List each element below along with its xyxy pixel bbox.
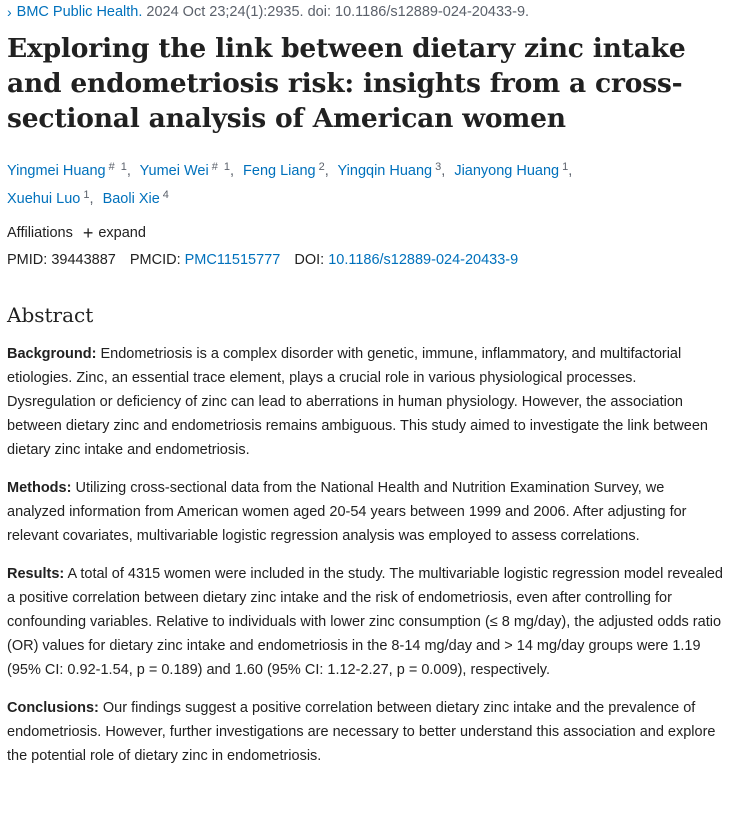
author-link[interactable]: Yumei Wei	[139, 163, 209, 179]
article-page: › BMC Public Health. 2024 Oct 23;24(1):2…	[0, 2, 729, 768]
expand-label: expand	[98, 225, 146, 241]
doi-label: DOI:	[294, 252, 325, 268]
section-label: Methods:	[7, 480, 72, 496]
affiliation-number[interactable]: 1	[562, 161, 569, 173]
affiliation-number[interactable]: 4	[162, 189, 169, 201]
author-separator: ,	[568, 163, 573, 179]
plus-icon: +	[82, 223, 94, 243]
doi: DOI: 10.1186/s12889-024-20433-9	[294, 252, 518, 268]
author-separator: ,	[126, 163, 131, 179]
author-link[interactable]: Feng Liang	[243, 163, 316, 179]
section-text: A total of 4315 women were included in t…	[7, 566, 723, 678]
author-link[interactable]: Xuehui Luo	[7, 191, 81, 207]
author-item: Feng Liang 2	[243, 161, 325, 179]
section-text: Utilizing cross-sectional data from the …	[7, 480, 687, 544]
affiliation-number[interactable]: 1	[120, 161, 127, 173]
author-item: Yingqin Huang 3	[337, 161, 442, 179]
author-separator: ,	[324, 163, 329, 179]
doi-link[interactable]: 10.1186/s12889-024-20433-9	[328, 252, 519, 268]
affiliations-label: Affiliations	[7, 225, 73, 241]
author-item: Baoli Xie 4	[102, 189, 169, 207]
section-text: Our findings suggest a positive correlat…	[7, 700, 716, 764]
equal-contrib-marker[interactable]: #	[108, 161, 115, 173]
author-link[interactable]: Yingmei Huang	[7, 163, 106, 179]
abstract-results: Results: A total of 4315 women were incl…	[7, 562, 725, 682]
citation: › BMC Public Health. 2024 Oct 23;24(1):2…	[7, 2, 729, 22]
affiliation-number[interactable]: 1	[83, 189, 90, 201]
abstract-methods: Methods: Utilizing cross-sectional data …	[7, 476, 725, 548]
section-text: Endometriosis is a complex disorder with…	[7, 346, 708, 458]
affiliation-number[interactable]: 1	[223, 161, 230, 173]
affiliation-number[interactable]: 3	[435, 161, 442, 173]
pmid-value: 39443887	[51, 252, 116, 268]
pmcid-link[interactable]: PMC11515777	[184, 252, 281, 268]
section-label: Results:	[7, 566, 65, 582]
author-link[interactable]: Yingqin Huang	[337, 163, 433, 179]
pmcid-label: PMCID:	[129, 252, 181, 268]
author-separator: ,	[441, 163, 446, 179]
author-item: Yumei Wei #1	[139, 161, 230, 179]
equal-contrib-marker[interactable]: #	[211, 161, 218, 173]
pmid: PMID: 39443887	[7, 252, 116, 268]
abstract-background: Background: Endometriosis is a complex d…	[7, 342, 725, 462]
article-title: Exploring the link between dietary zinc …	[7, 33, 686, 134]
chevron-right-icon: ›	[7, 4, 12, 20]
author-item: Yingmei Huang #1	[7, 161, 127, 179]
identifiers: PMID: 39443887 PMCID: PMC11515777 DOI: 1…	[7, 250, 729, 270]
author-item: Xuehui Luo 1	[7, 189, 90, 207]
author-list: Yingmei Huang #1, Yumei Wei #1, Feng Liang…	[7, 155, 729, 211]
pmid-label: PMID:	[7, 252, 48, 268]
abstract-conclusions: Conclusions: Our findings suggest a posi…	[7, 696, 725, 768]
affiliation-number[interactable]: 2	[318, 161, 325, 173]
author-link[interactable]: Baoli Xie	[102, 191, 160, 207]
author-separator: ,	[89, 191, 94, 207]
citation-details: 2024 Oct 23;24(1):2935. doi: 10.1186/s12…	[146, 4, 530, 20]
section-label: Conclusions:	[7, 700, 99, 716]
abstract-heading: Abstract	[7, 303, 94, 327]
affiliations-toggle: Affiliations + expand	[7, 223, 729, 243]
section-label: Background:	[7, 346, 97, 362]
pmcid: PMCID: PMC11515777	[130, 252, 280, 268]
author-separator: ,	[229, 163, 234, 179]
journal-link[interactable]: BMC Public Health.	[16, 4, 143, 20]
author-link[interactable]: Jianyong Huang	[454, 163, 560, 179]
expand-affiliations-button[interactable]: + expand	[83, 223, 146, 243]
author-item: Jianyong Huang 1	[454, 161, 569, 179]
